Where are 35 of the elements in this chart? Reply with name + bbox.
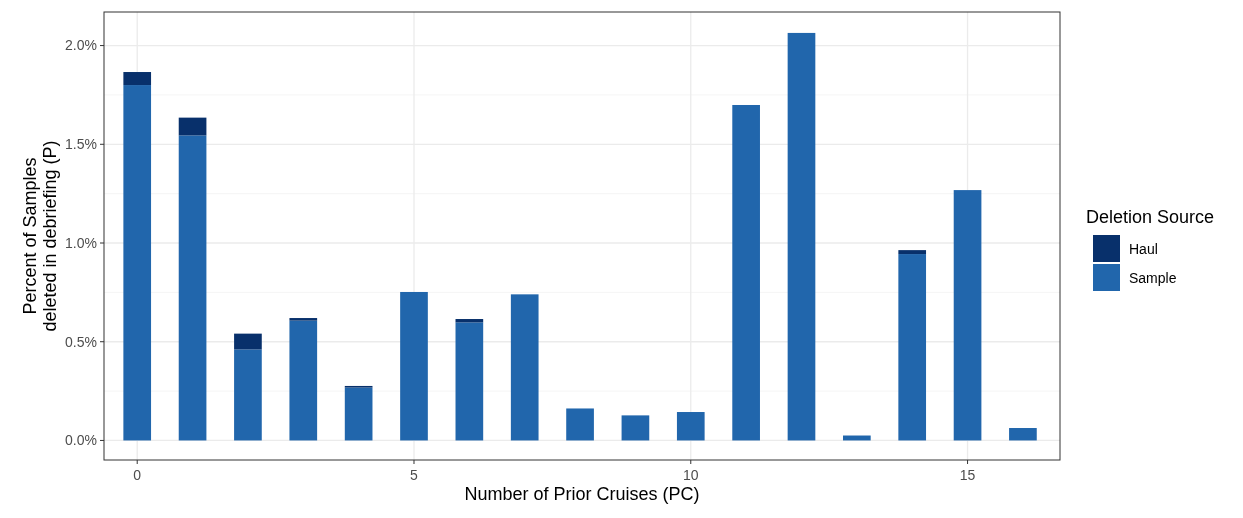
x-axis-title: Number of Prior Cruises (PC) — [464, 484, 700, 504]
bar — [178, 135, 207, 441]
bar — [289, 318, 318, 321]
y-tick-label: 0.0% — [65, 432, 97, 449]
bar — [898, 250, 927, 255]
bar — [732, 105, 760, 441]
x-tick-label: 5 — [410, 467, 419, 483]
bar — [123, 72, 152, 86]
y-tick-label: 2.0% — [65, 37, 97, 54]
y-tick-label: 0.5% — [65, 333, 97, 350]
bar — [234, 349, 262, 441]
bar — [1009, 428, 1037, 441]
legend-title: Deletion Source — [1086, 207, 1215, 227]
bar — [178, 117, 207, 136]
bar — [510, 294, 539, 441]
bar — [787, 32, 816, 441]
bar — [289, 320, 318, 441]
bar — [123, 85, 152, 441]
y-tick-label: 1.5% — [65, 136, 97, 153]
bar — [344, 387, 373, 441]
y-axis-title: Percent of Samples deleted in debriefing (P) — [20, 140, 60, 332]
bar — [234, 333, 262, 350]
bar — [953, 190, 982, 441]
y-tick-label: 1.0% — [65, 234, 97, 251]
x-tick-label: 10 — [682, 467, 699, 483]
bar — [898, 254, 927, 441]
bar — [455, 322, 484, 441]
legend-label: Haul — [1129, 240, 1158, 257]
bar — [566, 408, 594, 441]
legend-label: Sample — [1129, 269, 1177, 286]
bar — [400, 291, 428, 441]
bar — [621, 415, 650, 441]
x-tick-label: 0 — [133, 467, 142, 483]
x-tick-label: 15 — [959, 467, 976, 483]
bar — [676, 412, 705, 441]
